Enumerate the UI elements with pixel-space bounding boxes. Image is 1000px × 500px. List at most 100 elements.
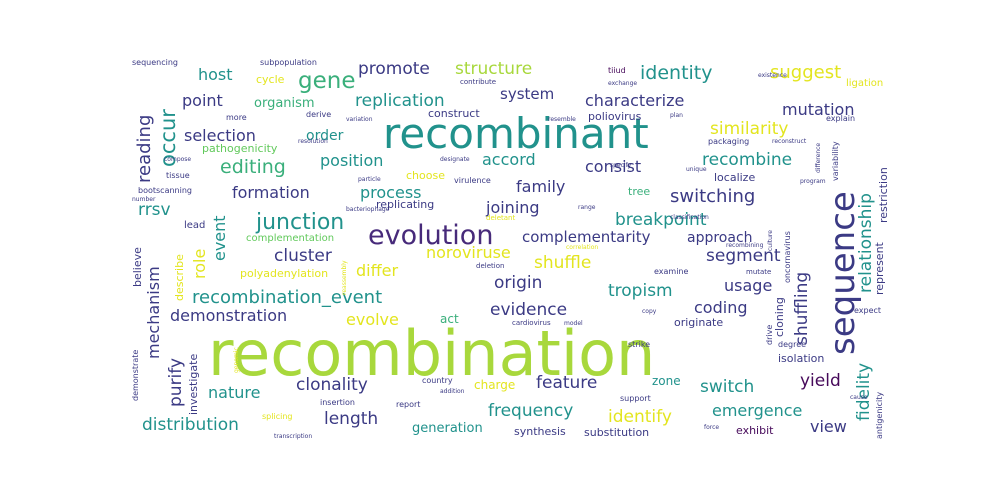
word-more: more <box>226 113 247 122</box>
word-reading: reading <box>134 114 155 183</box>
word-pathogenicity: pathogenicity <box>202 142 278 155</box>
word-report: report <box>396 400 421 409</box>
word-characterize: characterize <box>585 91 685 110</box>
word-bacteriophage: bacteriophage <box>346 206 390 213</box>
word-lead: lead <box>184 220 206 231</box>
word-tree: tree <box>628 185 651 198</box>
word-recombine: recombine <box>702 150 793 170</box>
word-tiiud: tiiud <box>608 66 626 75</box>
word-junction: junction <box>256 210 345 235</box>
word-localize: localize <box>714 171 756 184</box>
word-cloud: recombination recombinant sequence evolu… <box>130 55 890 445</box>
word-existence: existence <box>758 72 787 79</box>
word-copy: copy <box>642 308 657 315</box>
word-coding: coding <box>694 298 748 317</box>
word-recombination-event: recombination_event <box>192 287 383 308</box>
word-fidelity: fidelity <box>854 362 874 421</box>
word-program: program <box>800 178 826 185</box>
word-exchange: exchange <box>608 80 638 87</box>
word-derive: derive <box>306 110 332 119</box>
word-promote: promote <box>358 59 430 79</box>
word-organism: organism <box>254 96 315 111</box>
word-rrsv: rrsv <box>138 200 171 220</box>
word-evidence: evidence <box>490 300 568 320</box>
word-gene: gene <box>298 68 356 94</box>
word-deletant: deletant <box>486 214 516 222</box>
word-cloning: cloning <box>773 297 786 337</box>
word-replicating: replicating <box>376 198 435 211</box>
word-isolation: isolation <box>778 352 825 365</box>
word-choose: choose <box>406 169 445 182</box>
word-yield: yield <box>800 371 841 391</box>
word-usage: usage <box>724 276 773 295</box>
word-identity: identity <box>640 62 713 84</box>
word-investigate: investigate <box>187 353 200 415</box>
word-switching: switching <box>670 186 756 207</box>
word-identify: identify <box>608 407 672 427</box>
word-cause: cause <box>850 394 868 401</box>
word-variation: variation <box>346 116 373 123</box>
word-variability: variability <box>831 141 840 181</box>
word-length: length <box>324 409 379 429</box>
word-system: system <box>500 85 555 103</box>
word-similarity: similarity <box>710 119 789 139</box>
word-culture: culture <box>767 230 774 251</box>
word-reconstruct: reconstruct <box>772 138 807 145</box>
word-demonstrate: demonstrate <box>131 349 140 401</box>
word-country: country <box>422 376 453 385</box>
word-antigenicity: antigenicity <box>875 391 884 439</box>
word-substitution: substitution <box>584 426 650 439</box>
word-difference: difference <box>815 142 822 173</box>
word-force: force <box>704 424 720 431</box>
word-cardiovirus: cardiovirus <box>512 319 551 327</box>
word-selection: selection <box>184 126 256 145</box>
word-clonality: clonality <box>296 375 368 395</box>
word-emergence: emergence <box>712 401 803 420</box>
word-suggest: suggest <box>770 62 842 83</box>
word-contribute: contribute <box>460 78 497 86</box>
word-consist: consist <box>585 157 642 176</box>
word-sequencing: sequencing <box>132 58 178 67</box>
word-role: role <box>190 248 209 279</box>
word-differ: differ <box>356 261 399 280</box>
word-view: view <box>810 417 847 436</box>
word-shuffle: shuffle <box>534 253 592 273</box>
word-ligation: ligation <box>846 78 884 89</box>
word-host: host <box>198 65 233 84</box>
word-event: event <box>210 215 229 261</box>
word-process: process <box>360 183 422 202</box>
word-restriction: restriction <box>877 167 890 223</box>
word-resolution: resolution <box>298 138 328 145</box>
word-drive: drive <box>765 324 774 345</box>
word-distribution: distribution <box>142 415 239 435</box>
word-resemble: resemble <box>548 116 576 123</box>
word-joining: joining <box>486 198 540 217</box>
word-approach: approach <box>687 230 753 246</box>
word-bootscanning: bootscanning <box>138 186 192 195</box>
word-replication: replication <box>355 91 445 111</box>
word-range: range <box>578 204 596 211</box>
word-complementation: complementation <box>246 233 335 244</box>
word-poliovirus: poliovirus <box>588 110 642 123</box>
word-formation: formation <box>232 183 310 202</box>
word-mechanism: mechanism <box>144 266 163 359</box>
word-describe: describe <box>173 254 186 301</box>
word-generation: generation <box>412 421 483 436</box>
word-shuffling: shuffling <box>792 271 812 345</box>
word-tropism: tropism <box>608 281 673 301</box>
word-insertion: insertion <box>320 398 355 407</box>
word-strike: strike <box>628 340 651 349</box>
word-transcription: transcription <box>274 433 313 440</box>
word-exhibit: exhibit <box>736 424 774 437</box>
word-demonstration: demonstration <box>170 306 288 325</box>
word-particle: particle <box>358 176 381 183</box>
word-act: act <box>440 312 459 326</box>
word-point: point <box>182 91 223 110</box>
word-tissue: tissue <box>166 171 190 180</box>
word-represent: represent <box>873 242 886 295</box>
word-norovirus: noroviruse <box>426 243 511 262</box>
word-recombinant: recombinant <box>383 109 649 158</box>
word-frequency: frequency <box>488 401 574 421</box>
word-model: model <box>564 320 583 327</box>
